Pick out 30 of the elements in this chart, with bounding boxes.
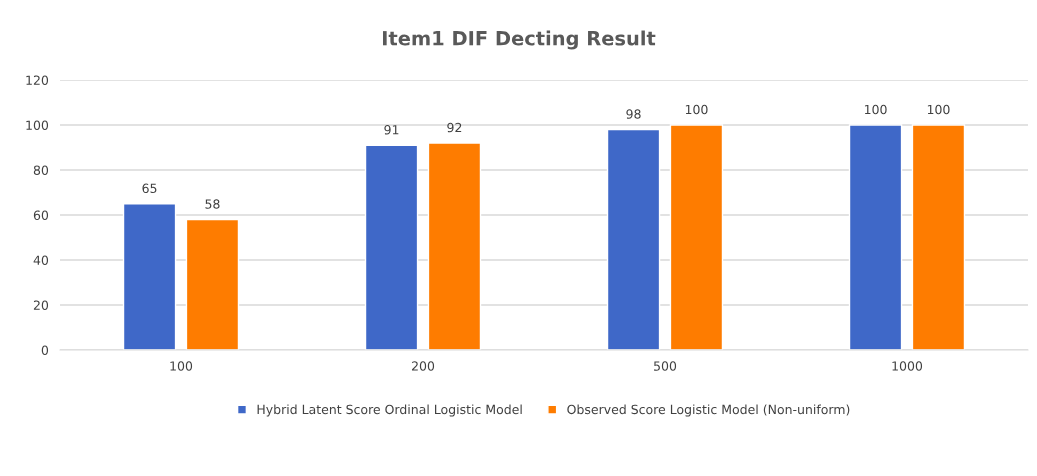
bar — [364, 144, 419, 350]
data-label: 100 — [685, 104, 708, 115]
bar — [122, 203, 177, 350]
y-tick-label: 40 — [33, 255, 49, 265]
y-tick-label: 20 — [33, 300, 49, 310]
x-tick-label: 1000 — [892, 361, 923, 371]
y-tick-label: 60 — [33, 210, 49, 220]
bar — [606, 128, 661, 350]
bar — [848, 124, 903, 350]
x-tick-label: 100 — [170, 361, 193, 371]
x-tick-label: 500 — [654, 361, 677, 371]
data-label: 91 — [384, 125, 399, 135]
data-label: 92 — [447, 122, 462, 133]
bar — [669, 124, 724, 350]
y-tick-label: 120 — [26, 75, 49, 85]
x-tick-label: 200 — [411, 361, 435, 371]
data-label: 98 — [626, 109, 641, 119]
data-label: 100 — [864, 104, 887, 115]
chart-title: Item1 DIF Decting Result — [382, 30, 656, 50]
data-label: 65 — [142, 183, 157, 193]
y-tick-label: 0 — [41, 345, 49, 355]
bar — [911, 124, 966, 350]
data-label: 100 — [927, 104, 950, 115]
bar — [427, 142, 482, 350]
legend-label: Hybrid Latent Score Ordinal Logistic Model — [257, 404, 522, 417]
bar — [185, 218, 240, 350]
y-tick-label: 100 — [26, 120, 49, 130]
data-label: 58 — [205, 199, 220, 209]
y-tick-label: 80 — [33, 165, 49, 175]
legend-label: Observed Score Logistic Model (Non-uniform) — [567, 404, 850, 417]
